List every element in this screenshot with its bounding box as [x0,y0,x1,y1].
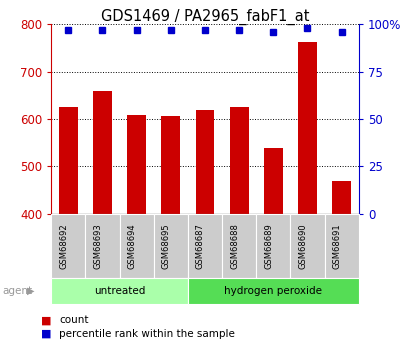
Bar [93,90,112,214]
Text: ■: ■ [41,329,52,339]
Bar [331,181,350,214]
Bar [59,107,78,214]
Text: ▶: ▶ [27,286,34,296]
Bar [127,115,146,214]
Text: agent: agent [2,286,32,296]
Bar [263,148,282,214]
Text: count: count [59,315,89,325]
Text: GSM68692: GSM68692 [59,223,68,269]
Text: GDS1469 / PA2965_fabF1_at: GDS1469 / PA2965_fabF1_at [101,9,308,25]
Text: hydrogen peroxide: hydrogen peroxide [224,286,321,296]
Text: GSM68688: GSM68688 [229,223,238,269]
Bar [161,116,180,214]
Bar [297,42,316,214]
Text: GSM68690: GSM68690 [298,223,307,269]
Text: untreated: untreated [94,286,145,296]
Text: percentile rank within the sample: percentile rank within the sample [59,329,235,339]
Text: GSM68693: GSM68693 [93,223,102,269]
Bar [229,107,248,214]
Text: GSM68694: GSM68694 [127,223,136,269]
Text: GSM68695: GSM68695 [162,223,171,269]
Text: GSM68689: GSM68689 [264,223,273,269]
Bar [195,110,214,214]
Text: GSM68687: GSM68687 [196,223,204,269]
Text: ■: ■ [41,315,52,325]
Text: GSM68691: GSM68691 [332,223,341,269]
